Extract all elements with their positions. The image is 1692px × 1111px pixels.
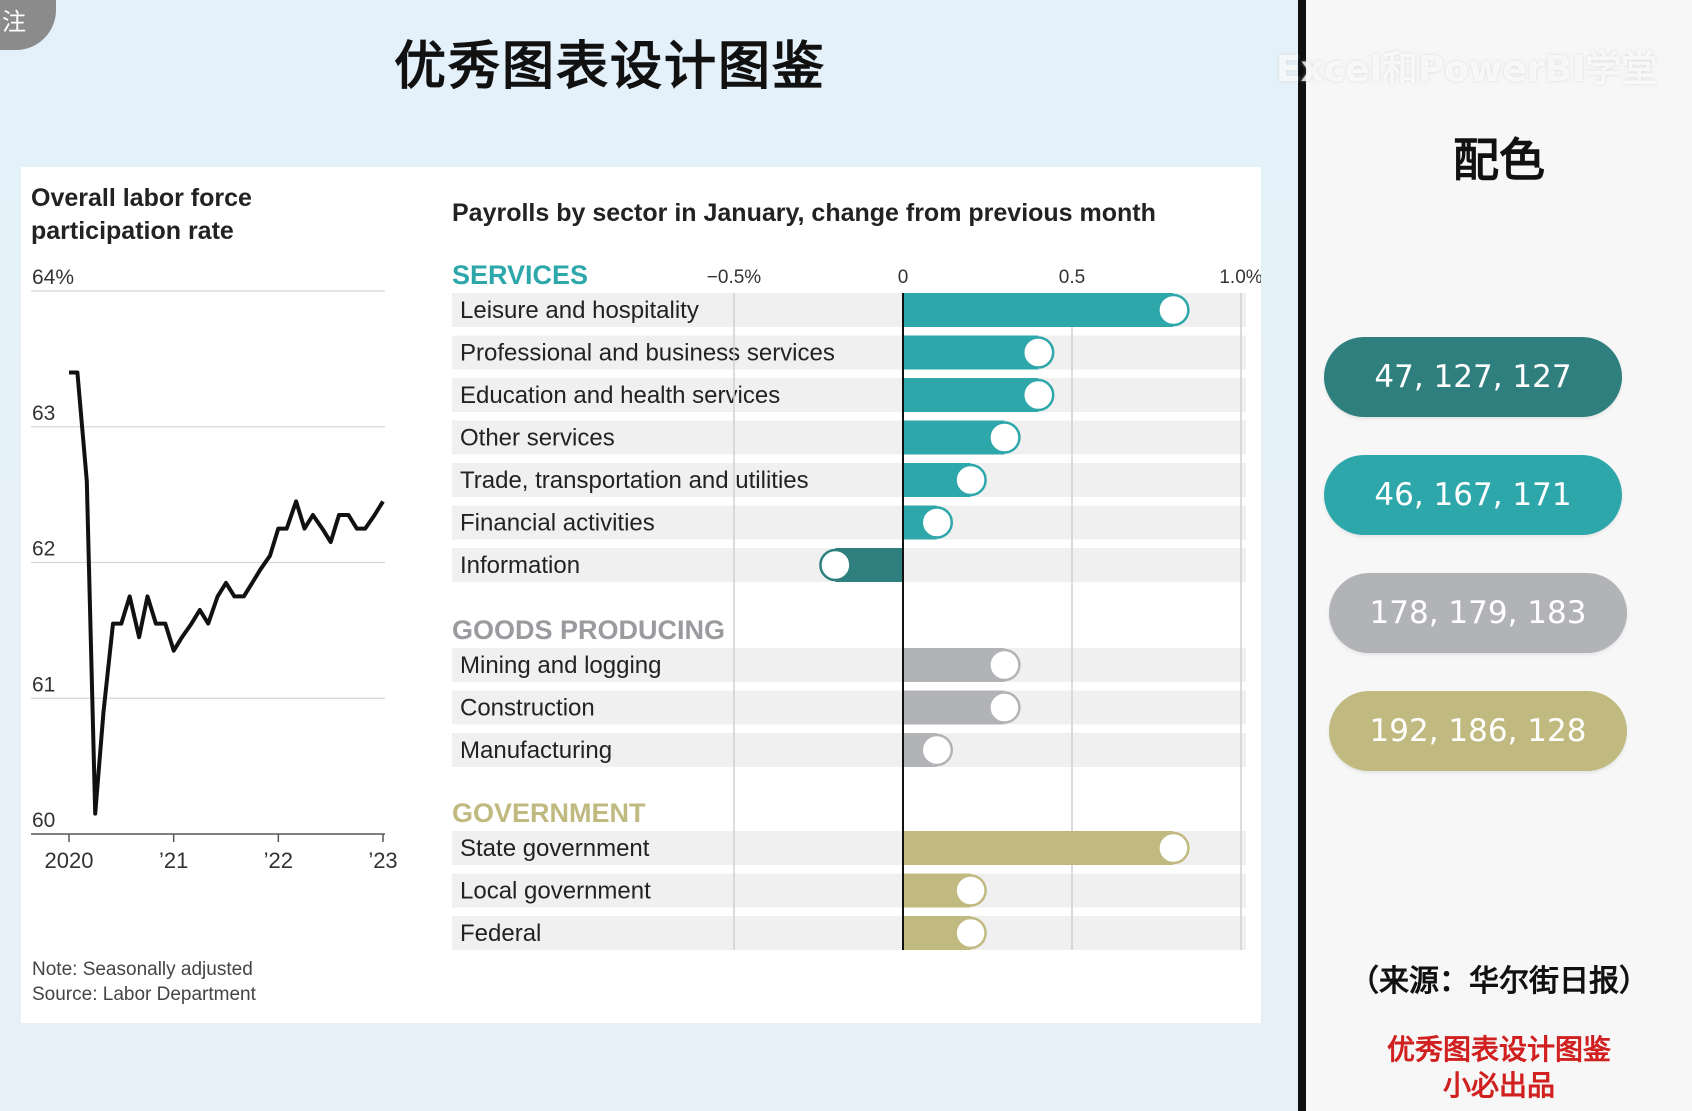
group-header: GOODS PRODUCING [452,615,725,645]
row-background [452,733,1246,767]
row-background [452,648,1246,682]
line-chart-title: participation rate [31,217,234,245]
row-background [452,916,1246,950]
y-tick-label: 64% [32,266,74,289]
y-tick-label: 63 [32,402,55,425]
line-chart: Overall labor force participation rate 64%… [31,184,398,1005]
row-background [452,420,1246,455]
row-background [452,873,1246,908]
row-background [452,463,1246,497]
value-marker [920,506,954,539]
category-label: Financial activities [460,510,655,537]
bar-chart: Payrolls by sector in January, change fr… [452,199,1263,950]
page-title: 优秀图表设计图鉴 [393,36,826,97]
value-marker [819,548,852,582]
category-label: Manufacturing [460,737,612,764]
group-header: GOVERNMENT [452,798,646,828]
row-background [452,335,1246,370]
note-corner-tab[interactable]: 注 [0,0,56,50]
category-label: State government [460,835,650,862]
bar [903,293,1174,327]
color-swatch: 47, 127, 127 [1324,337,1622,417]
y-tick-label: 62 [32,538,55,561]
color-swatch: 192, 186, 128 [1329,691,1627,771]
value-marker [988,648,1021,682]
slide-area: 注 优秀图表设计图鉴 Overall labor force participat… [0,0,1298,1111]
bar [903,648,1005,682]
x-tick-label: 1.0% [1219,267,1261,288]
bar-chart-title: Payrolls by sector in January, change fr… [452,199,1156,227]
line-series [69,370,385,816]
x-tick-label: 0.5 [1059,267,1085,288]
credit-line: 优秀图表设计图鉴 [1386,1033,1611,1066]
category-label: Professional and business services [460,340,835,367]
x-tick-label: −0.5% [707,267,762,288]
value-marker [1157,831,1190,865]
y-tick-label: 61 [32,673,55,696]
x-tick-label: 0 [898,267,909,288]
value-marker [1021,336,1055,369]
category-label: Trade, transportation and utilities [460,467,809,494]
color-swatch: 178, 179, 183 [1329,573,1627,653]
palette-panel: 配色 47, 127, 127 46, 167, 171 178, 179, 1… [1306,0,1692,1111]
value-marker [954,463,987,497]
category-label: Mining and logging [460,652,661,679]
category-label: Local government [460,878,651,905]
credit-line: 小必出品 [1442,1069,1555,1102]
bar [903,378,1039,412]
row-background [452,505,1246,540]
chart-card: Overall labor force participation rate 64%… [21,167,1263,1023]
y-tick-label: 60 [32,809,55,832]
x-tick-label: ’22 [264,848,293,873]
category-label: Construction [460,695,595,722]
source-note: （来源：华尔街日报） [1349,964,1649,999]
value-marker [920,733,954,767]
line-chart-title: Overall labor force [31,184,252,212]
value-marker [988,421,1021,454]
category-label: Leisure and hospitality [460,297,699,324]
chart-svg: Overall labor force participation rate 64%… [31,184,1263,1005]
bar [903,335,1039,370]
palette-title: 配色 [1453,133,1545,187]
chart-note: Source: Labor Department [32,984,257,1005]
x-tick-label: ’21 [159,848,188,873]
bar [903,690,1005,725]
bar [903,420,1005,455]
color-swatch: 46, 167, 171 [1324,455,1622,535]
x-tick-label: 2020 [45,848,94,873]
x-tick-label: ’23 [368,848,397,873]
value-marker [1157,293,1190,327]
category-label: Other services [460,425,615,452]
row-background [452,690,1246,725]
category-label: Education and health services [460,382,780,409]
watermark: Excel和PowerBI学堂 [1276,49,1658,90]
category-label: Information [460,552,580,579]
chart-note: Note: Seasonally adjusted [32,959,253,980]
divider [1298,0,1306,1111]
bar [903,831,1174,865]
note-label: 注 [2,8,26,36]
value-marker [1021,378,1055,412]
group-header: SERVICES [452,260,588,290]
value-marker [954,916,987,950]
category-label: Federal [460,920,541,947]
row-background [452,378,1246,412]
value-marker [988,691,1021,724]
value-marker [954,874,987,907]
